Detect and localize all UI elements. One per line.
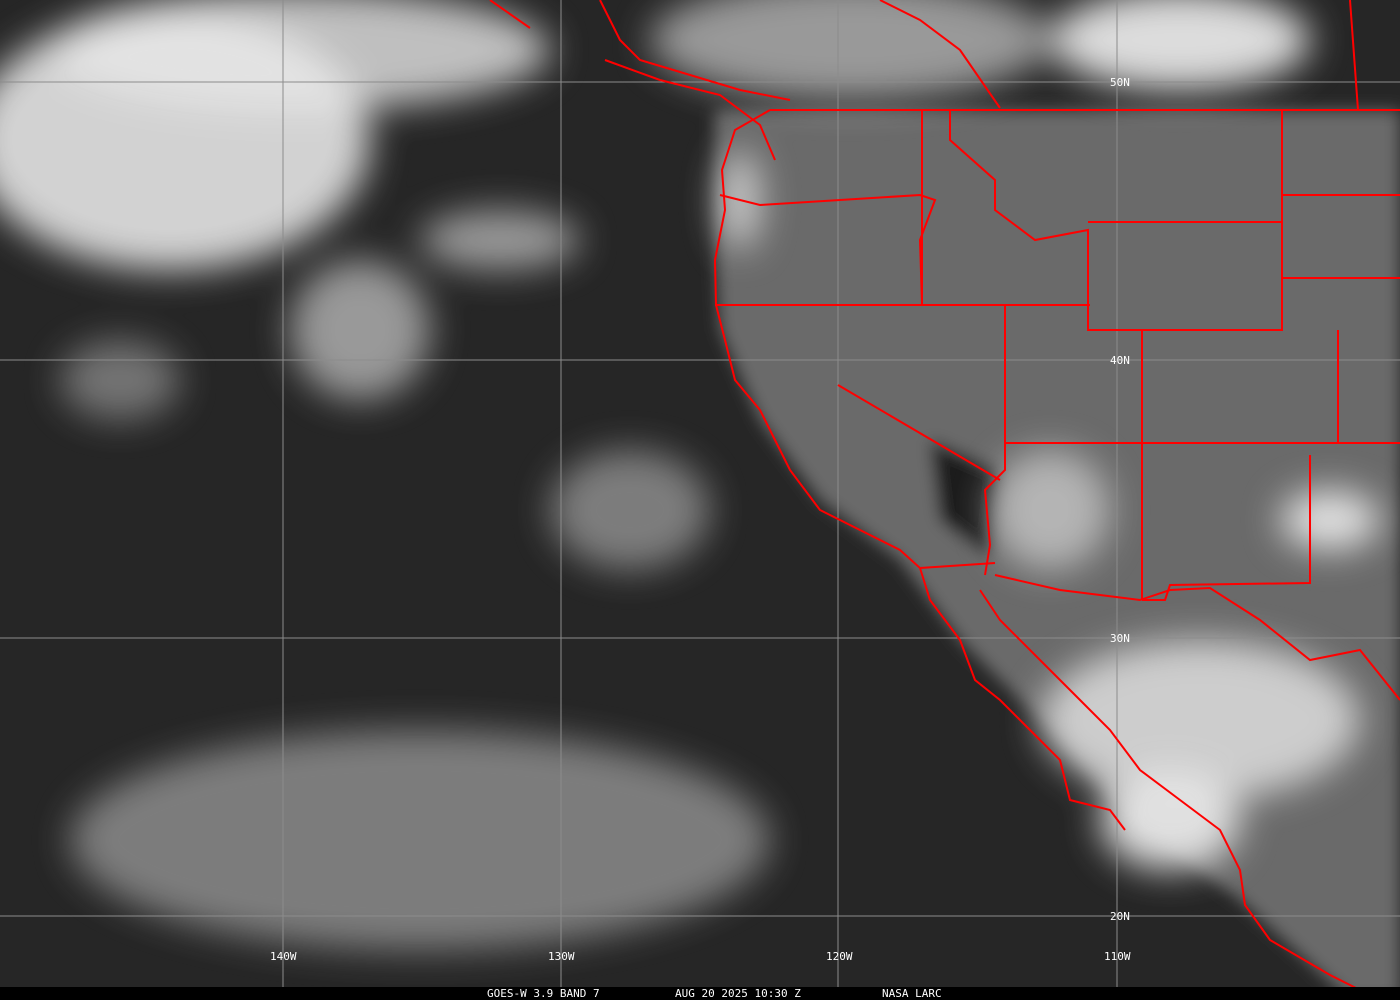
satellite-band: GOES-W 3.9 BAND 7 [487, 987, 600, 1000]
canada-coast [489, 0, 1359, 161]
label-50n: 50N [1110, 76, 1130, 89]
baja-east-coast [979, 589, 1361, 991]
label-30n: 30N [1110, 632, 1130, 645]
label-20n: 20N [1110, 910, 1130, 923]
mainland-mexico-coast [994, 574, 1400, 701]
source-credit: NASA LARC [882, 987, 942, 1000]
label-120w: 120W [826, 950, 853, 963]
longitude-labels: 140W 130W 120W 110W [270, 950, 1131, 963]
caption-bar: GOES-W 3.9 BAND 7 AUG 20 2025 10:30 Z NA… [0, 987, 1400, 1000]
latitude-labels: 50N 40N 30N 20N [1110, 76, 1130, 923]
label-130w: 130W [548, 950, 575, 963]
coastline [713, 109, 1126, 831]
state-borders [715, 110, 1400, 601]
political-boundaries [489, 0, 1400, 991]
timestamp: AUG 20 2025 10:30 Z [675, 987, 801, 1000]
label-110w: 110W [1104, 950, 1131, 963]
label-140w: 140W [270, 950, 297, 963]
cloud-cover [0, 0, 1380, 950]
label-40n: 40N [1110, 354, 1130, 367]
